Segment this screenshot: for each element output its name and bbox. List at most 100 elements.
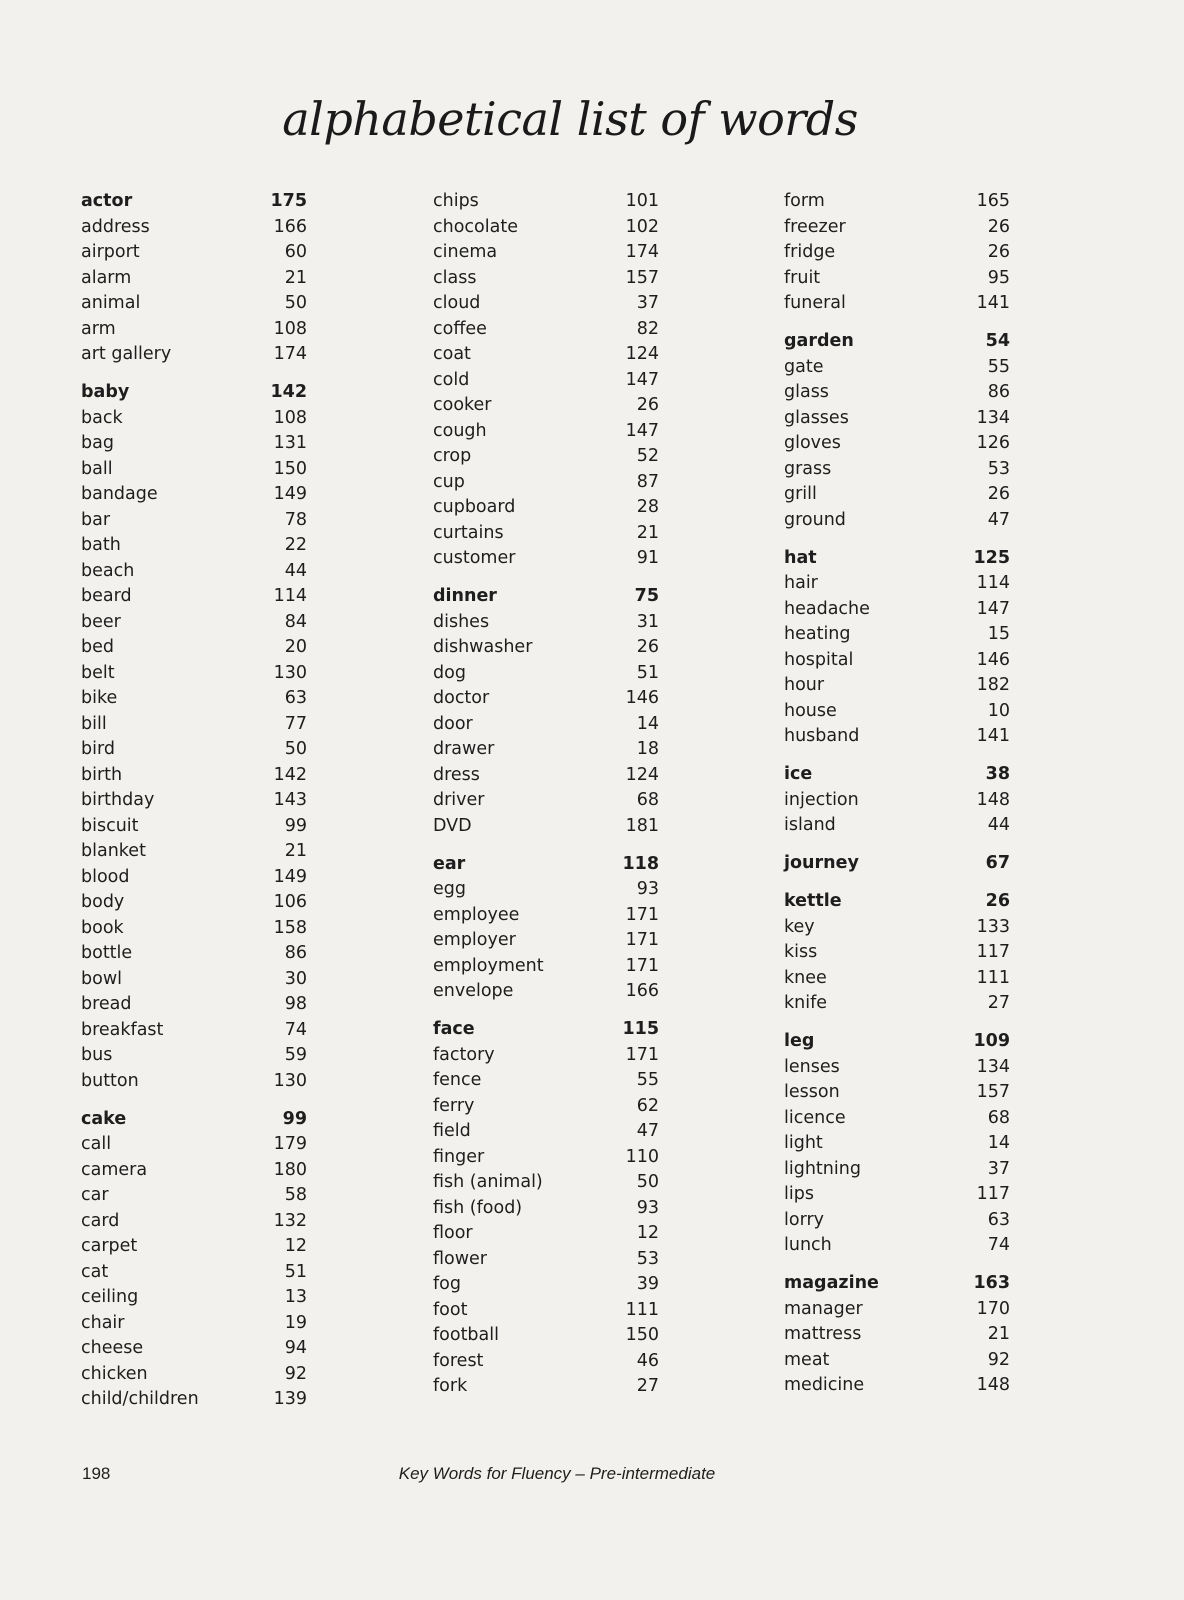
entry-page: 114 [976, 573, 1010, 593]
entry-page: 147 [625, 369, 659, 390]
entry-page: 87 [636, 471, 659, 492]
entry-word: book [81, 917, 124, 938]
entry-word: fog [433, 1274, 461, 1294]
word-entry: bath 22 [81, 533, 307, 559]
entry-word: bag [81, 433, 114, 453]
entry-page: 15 [987, 624, 1010, 644]
entry-word: cooker [433, 395, 492, 415]
entry-word: dishes [433, 611, 490, 632]
entry-word: animal [81, 293, 141, 313]
entry-word: camera [81, 1159, 148, 1180]
entry-page: 170 [976, 1298, 1010, 1319]
entry-word: crop [433, 446, 472, 466]
entry-page: 111 [625, 1299, 659, 1320]
entry-word: bird [81, 739, 115, 759]
entry-word: funeral [784, 293, 846, 313]
entry-page: 149 [273, 866, 307, 887]
word-entry: bread 98 [81, 992, 307, 1018]
word-entry: ceiling 13 [81, 1285, 307, 1311]
entry-page: 28 [636, 497, 659, 517]
word-entry: customer 91 [433, 546, 659, 572]
entry-word: kettle [784, 891, 842, 911]
entry-word: cough [433, 420, 487, 441]
word-entry: book 158 [81, 916, 307, 942]
entry-page: 44 [987, 815, 1010, 835]
word-entry: animal 50 [81, 291, 307, 317]
word-entry: cold 147 [433, 368, 659, 394]
entry-page: 147 [625, 420, 659, 441]
entry-page: 13 [284, 1287, 307, 1307]
entry-word: cup [433, 471, 465, 492]
entry-word: employment [433, 955, 544, 976]
word-entry: flower 53 [433, 1247, 659, 1273]
entry-page: 68 [636, 790, 659, 810]
word-entry: beach 44 [81, 559, 307, 585]
entry-page: 130 [273, 1070, 307, 1091]
word-entry: medicine 148 [784, 1373, 1010, 1399]
entry-page: 21 [284, 841, 307, 861]
word-entry: bill 77 [81, 712, 307, 738]
word-entry: face 115 [433, 1017, 659, 1043]
entry-page: 68 [987, 1107, 1010, 1128]
word-entry: fridge 26 [784, 240, 1010, 266]
word-entry: magazine 163 [784, 1271, 1010, 1297]
entry-page: 46 [636, 1350, 659, 1371]
entry-page: 110 [625, 1146, 659, 1167]
entry-word: light [784, 1133, 823, 1153]
word-entry: body 106 [81, 890, 307, 916]
word-entry: card 132 [81, 1209, 307, 1235]
word-entry: fish (animal) 50 [433, 1170, 659, 1196]
entry-word: bath [81, 535, 121, 555]
entry-word: flower [433, 1248, 488, 1269]
entry-page: 21 [284, 267, 307, 288]
entry-page: 99 [284, 815, 307, 836]
entry-page: 94 [284, 1338, 307, 1358]
entry-word: alarm [81, 267, 132, 288]
entry-page: 133 [976, 916, 1010, 937]
entry-word: forest [433, 1350, 484, 1371]
entry-page: 142 [270, 382, 307, 402]
word-entry: blood 149 [81, 865, 307, 891]
entry-page: 171 [625, 1044, 659, 1065]
word-entry: coat 124 [433, 342, 659, 368]
word-entry: beard 114 [81, 584, 307, 610]
word-entry: chocolate 102 [433, 215, 659, 241]
word-entry: biscuit 99 [81, 814, 307, 840]
word-entry: bird 50 [81, 737, 307, 763]
entry-word: garden [784, 331, 854, 351]
entry-word: mattress [784, 1324, 862, 1344]
word-entry: house 10 [784, 699, 1010, 725]
word-entry: bottle 86 [81, 941, 307, 967]
word-entry: husband 141 [784, 724, 1010, 750]
word-entry: belt 130 [81, 661, 307, 687]
entry-word: ice [784, 764, 813, 784]
entry-page: 50 [284, 739, 307, 759]
word-entry: cinema 174 [433, 240, 659, 266]
entry-page: 39 [636, 1274, 659, 1294]
entry-word: child/children [81, 1389, 199, 1409]
entry-word: meat [784, 1349, 830, 1370]
entry-page: 157 [976, 1082, 1010, 1102]
word-entry: fork 27 [433, 1374, 659, 1400]
entry-page: 146 [625, 688, 659, 708]
entry-page: 175 [270, 191, 307, 211]
entry-word: fence [433, 1070, 482, 1090]
entry-word: art gallery [81, 344, 172, 364]
entry-word: football [433, 1325, 499, 1345]
entry-word: cheese [81, 1338, 144, 1358]
entry-page: 139 [273, 1389, 307, 1409]
entry-word: gate [784, 356, 824, 377]
entry-word: cake [81, 1108, 127, 1129]
entry-word: chips [433, 191, 479, 211]
entry-word: address [81, 216, 150, 237]
word-entry: freezer 26 [784, 215, 1010, 241]
entry-word: kiss [784, 942, 818, 962]
entry-page: 142 [273, 764, 307, 785]
word-entry: cooker 26 [433, 393, 659, 419]
entry-word: bottle [81, 943, 133, 963]
entry-page: 126 [976, 433, 1010, 453]
entry-word: drawer [433, 739, 495, 759]
entry-page: 50 [636, 1172, 659, 1192]
word-entry: driver 68 [433, 788, 659, 814]
word-entry: leg 109 [784, 1029, 1010, 1055]
